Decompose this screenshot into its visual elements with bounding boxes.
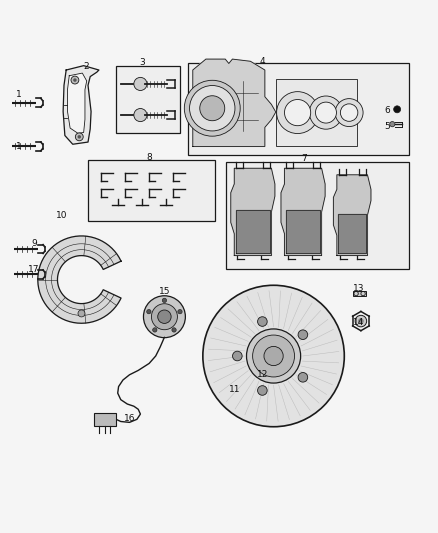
- Bar: [94, 413, 116, 426]
- Circle shape: [203, 285, 344, 427]
- Text: 3: 3: [139, 58, 145, 67]
- Bar: [353, 290, 366, 296]
- Polygon shape: [193, 59, 276, 147]
- Circle shape: [71, 76, 79, 84]
- Circle shape: [340, 104, 358, 122]
- Text: 1: 1: [16, 142, 22, 151]
- Polygon shape: [236, 210, 270, 253]
- Circle shape: [75, 133, 83, 141]
- Circle shape: [315, 102, 336, 123]
- Text: 4: 4: [260, 57, 265, 66]
- Text: 11: 11: [229, 385, 240, 394]
- Text: 2: 2: [83, 62, 88, 71]
- Circle shape: [298, 373, 308, 382]
- Circle shape: [144, 296, 185, 338]
- Circle shape: [78, 310, 85, 317]
- Text: 17: 17: [28, 264, 39, 273]
- Circle shape: [285, 100, 311, 126]
- Bar: [88, 159, 215, 221]
- Circle shape: [253, 335, 294, 377]
- Circle shape: [134, 77, 147, 91]
- Text: 7: 7: [301, 154, 307, 163]
- Polygon shape: [286, 210, 320, 253]
- Polygon shape: [333, 175, 371, 256]
- Circle shape: [172, 328, 176, 332]
- Circle shape: [190, 85, 235, 131]
- Circle shape: [200, 96, 225, 120]
- Text: 15: 15: [159, 287, 170, 296]
- Polygon shape: [338, 214, 366, 253]
- Text: 16: 16: [124, 414, 135, 423]
- Circle shape: [152, 328, 157, 332]
- Polygon shape: [67, 73, 87, 133]
- Circle shape: [152, 304, 177, 330]
- Text: 10: 10: [56, 211, 67, 220]
- Circle shape: [233, 351, 242, 361]
- Bar: [276, 79, 357, 147]
- Circle shape: [298, 330, 308, 340]
- Bar: [117, 66, 180, 133]
- Circle shape: [247, 329, 300, 383]
- Bar: [188, 63, 409, 155]
- Text: 14: 14: [353, 318, 364, 327]
- Circle shape: [73, 78, 77, 82]
- Text: 13: 13: [353, 284, 364, 293]
- Text: 5: 5: [384, 122, 390, 131]
- Circle shape: [184, 80, 240, 136]
- Circle shape: [158, 310, 171, 324]
- Circle shape: [78, 135, 81, 139]
- Circle shape: [390, 122, 395, 127]
- Polygon shape: [38, 236, 121, 323]
- Polygon shape: [63, 66, 99, 144]
- Polygon shape: [231, 168, 275, 256]
- Text: 8: 8: [146, 153, 152, 162]
- Circle shape: [134, 109, 147, 122]
- Circle shape: [394, 106, 401, 113]
- Circle shape: [162, 298, 166, 303]
- Circle shape: [258, 386, 267, 395]
- Circle shape: [358, 318, 364, 324]
- Text: 12: 12: [257, 370, 268, 379]
- Polygon shape: [281, 168, 325, 256]
- Circle shape: [335, 99, 363, 126]
- Circle shape: [264, 346, 283, 366]
- Circle shape: [355, 316, 367, 327]
- Text: 6: 6: [384, 106, 390, 115]
- Circle shape: [309, 96, 343, 129]
- Circle shape: [277, 92, 318, 134]
- Text: 1: 1: [16, 90, 22, 99]
- Circle shape: [258, 317, 267, 326]
- Circle shape: [147, 310, 151, 314]
- Text: 9: 9: [31, 239, 37, 248]
- Bar: [226, 161, 409, 269]
- Circle shape: [178, 310, 182, 314]
